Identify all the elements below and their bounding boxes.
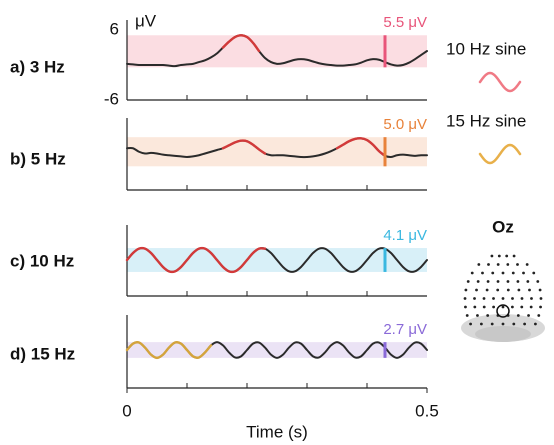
electrode-dot bbox=[539, 297, 543, 300]
electrode-dot bbox=[473, 297, 476, 300]
electrode-dot bbox=[520, 305, 524, 309]
legend-label: 15 Hz sine bbox=[446, 111, 526, 130]
electrode-dot bbox=[511, 297, 514, 300]
electrode-dot bbox=[536, 280, 540, 283]
electrode-dot bbox=[491, 271, 495, 275]
signal-line bbox=[126, 34, 428, 68]
electrode-dot bbox=[538, 288, 542, 292]
electrode-dot bbox=[529, 305, 533, 309]
electrode-dot bbox=[526, 280, 530, 283]
electrode-dot bbox=[492, 305, 496, 309]
panel-title: c) 10 Hz bbox=[10, 251, 74, 270]
amplitude-label: 4.1 μV bbox=[383, 227, 427, 244]
electrode-dot bbox=[477, 263, 481, 266]
electrode-dot bbox=[523, 322, 527, 326]
y-tick-label: 6 bbox=[110, 20, 119, 39]
head-shadow bbox=[475, 326, 531, 342]
electrode-dot bbox=[506, 280, 510, 283]
electrode-dot bbox=[482, 297, 486, 300]
electrode-dot bbox=[497, 254, 501, 258]
legend-icon bbox=[478, 71, 522, 93]
electrode-dot bbox=[464, 305, 467, 309]
electrode-dot bbox=[516, 263, 519, 266]
electrode-dot bbox=[466, 280, 470, 283]
amplitude-band bbox=[127, 137, 427, 167]
electrode-dot bbox=[517, 288, 521, 292]
electrode-dot bbox=[496, 280, 500, 283]
electrode-dot bbox=[482, 305, 486, 309]
electrode-dot bbox=[479, 322, 483, 326]
panel-title: d) 15 Hz bbox=[10, 344, 75, 363]
electrode-dot bbox=[464, 288, 468, 292]
electrode-dot bbox=[473, 305, 477, 309]
sine-fit-line bbox=[125, 341, 213, 360]
sine-fit-line bbox=[221, 137, 387, 158]
x-tick-label: 0 bbox=[122, 401, 131, 420]
electrode-dot bbox=[492, 297, 495, 300]
electrode-dot bbox=[501, 297, 505, 300]
electrode-dot bbox=[476, 314, 479, 317]
electrode-ring bbox=[496, 304, 510, 318]
legend-icon bbox=[478, 143, 522, 165]
panel-title: a) 3 Hz bbox=[10, 57, 65, 76]
electrode-dot bbox=[527, 314, 530, 317]
y-tick-label: -6 bbox=[104, 89, 119, 108]
electrode-dot bbox=[496, 263, 500, 266]
electrode-dot bbox=[469, 322, 472, 326]
electrode-dot bbox=[512, 322, 516, 326]
electrode-dot bbox=[475, 288, 478, 292]
electrode-dot bbox=[537, 314, 541, 317]
y-axis-label: μV bbox=[135, 11, 157, 30]
electrode-dot bbox=[490, 254, 494, 258]
sine-fit-line bbox=[221, 34, 261, 53]
electrode-dot bbox=[463, 297, 467, 300]
electrode-dot bbox=[512, 254, 516, 258]
electrode-dot bbox=[534, 322, 537, 326]
amplitude-label: 5.5 μV bbox=[383, 14, 427, 31]
electrode-dot bbox=[501, 305, 505, 309]
amplitude-label: 5.0 μV bbox=[383, 116, 427, 133]
electrode-dot bbox=[506, 263, 510, 266]
electrode-dot bbox=[465, 314, 469, 317]
panel-title: b) 5 Hz bbox=[10, 149, 66, 168]
electrode-dot bbox=[496, 288, 500, 292]
electrode-dot bbox=[522, 271, 525, 275]
electrode-dot bbox=[516, 280, 520, 283]
electrode-dot bbox=[539, 305, 542, 309]
electrode-dot bbox=[486, 280, 490, 283]
electrode-dot bbox=[470, 271, 474, 275]
electrode-dot bbox=[476, 280, 480, 283]
electrode-dot bbox=[481, 271, 484, 275]
electrode-dot bbox=[525, 263, 529, 266]
amplitude-band bbox=[127, 35, 427, 68]
electrode-dot bbox=[506, 288, 510, 292]
electrode-dot bbox=[501, 322, 505, 326]
electrode-dot bbox=[520, 297, 524, 300]
electrode-dot bbox=[511, 271, 515, 275]
legend-label: 10 Hz sine bbox=[446, 39, 526, 58]
electrode-dot bbox=[505, 254, 509, 258]
electrode-dot bbox=[510, 305, 514, 309]
x-axis-label: Time (s) bbox=[246, 422, 308, 441]
electrode-dot bbox=[487, 263, 490, 266]
electrode-dot bbox=[530, 297, 533, 300]
electrode-dot bbox=[516, 314, 520, 317]
electrode-dot bbox=[532, 271, 536, 275]
electrode-label: Oz bbox=[492, 217, 514, 236]
electrode-dot bbox=[501, 271, 505, 275]
sine-fit-line bbox=[125, 246, 267, 274]
electrode-dot bbox=[486, 314, 490, 317]
electrode-dot bbox=[490, 322, 494, 326]
electrode-dot bbox=[485, 288, 489, 292]
electrode-dot bbox=[528, 288, 531, 292]
x-tick-label: 0.5 bbox=[415, 401, 439, 420]
amplitude-label: 2.7 μV bbox=[383, 321, 427, 338]
